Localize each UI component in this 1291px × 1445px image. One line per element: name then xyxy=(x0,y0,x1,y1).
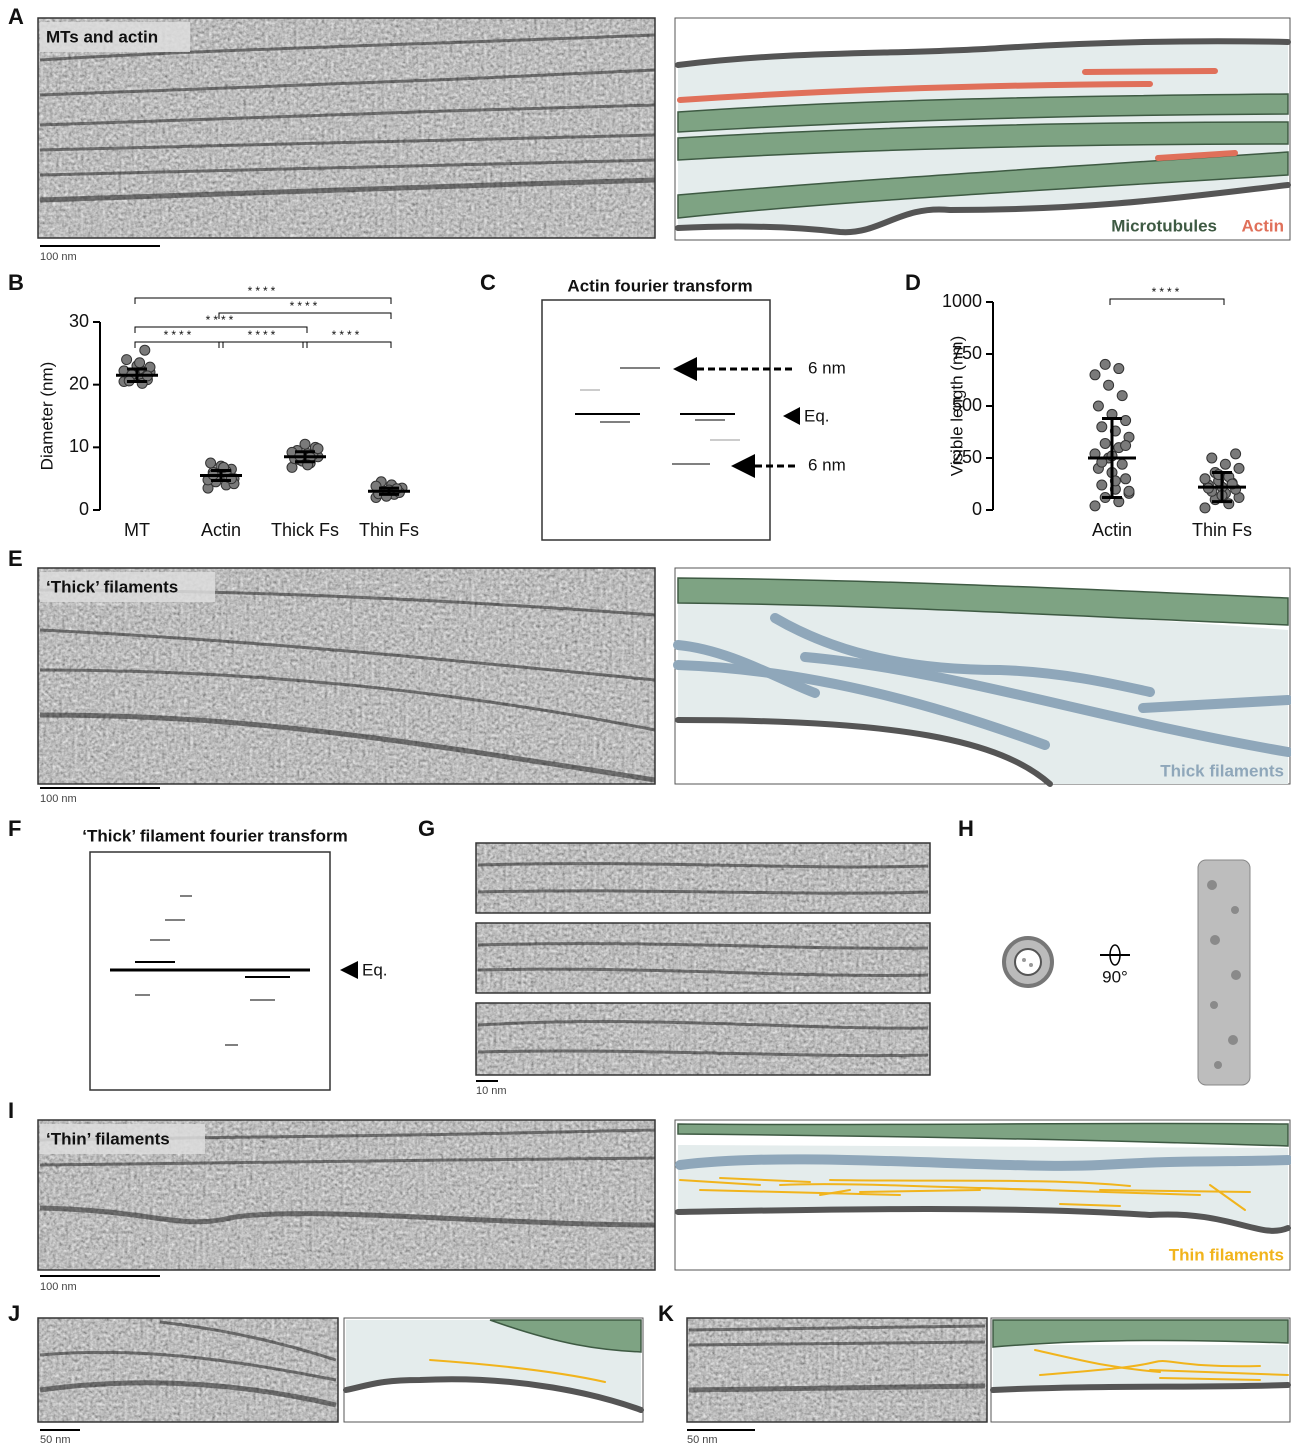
tomogram xyxy=(38,568,655,784)
significance-label: **** xyxy=(332,328,363,342)
scale-label: 50 nm xyxy=(40,1434,71,1445)
x-tick-label: Actin xyxy=(1092,520,1132,540)
scale-label: 10 nm xyxy=(476,1085,507,1097)
data-point xyxy=(1090,501,1100,511)
data-point xyxy=(140,345,150,355)
reflection-label: 6 nm xyxy=(808,358,846,377)
panel-letter: A xyxy=(8,4,24,29)
legend-label: Thin filaments xyxy=(1169,1245,1284,1264)
legend-label: Actin xyxy=(1242,216,1285,235)
significance-bracket xyxy=(135,298,391,304)
data-point xyxy=(1117,391,1127,401)
fourier-transform xyxy=(90,852,358,1090)
panel-title: Actin fourier transform xyxy=(567,276,752,295)
panel-letter: G xyxy=(418,816,435,841)
schematic xyxy=(675,18,1290,240)
y-tick-label: 0 xyxy=(972,499,982,519)
panel-letter: C xyxy=(480,270,496,295)
x-tick-label: Thick Fs xyxy=(271,520,339,540)
image-label: ‘Thin’ filaments xyxy=(46,1129,170,1148)
data-point xyxy=(206,458,216,468)
data-point xyxy=(1117,459,1127,469)
y-axis-label: Visible length (nm) xyxy=(947,336,966,476)
y-tick-label: 10 xyxy=(69,436,89,456)
data-point xyxy=(1100,438,1110,448)
scale-label: 50 nm xyxy=(687,1434,718,1445)
fourier-transform xyxy=(542,300,800,540)
equator-label: Eq. xyxy=(362,960,388,979)
significance-label: **** xyxy=(1152,285,1183,299)
data-point xyxy=(135,358,145,368)
data-point xyxy=(1121,416,1131,426)
schematic xyxy=(991,1318,1290,1422)
schematic xyxy=(675,568,1290,784)
image-label: ‘Thick’ filaments xyxy=(46,577,178,596)
reflection-label: 6 nm xyxy=(808,455,846,474)
data-point xyxy=(1207,453,1217,463)
panel-letter: B xyxy=(8,270,24,295)
significance-bracket xyxy=(219,313,391,319)
data-point xyxy=(1097,480,1107,490)
equator-label: Eq. xyxy=(804,406,830,425)
schematic xyxy=(344,1318,643,1422)
significance-label: **** xyxy=(290,299,321,313)
rotation-label: 90° xyxy=(1102,967,1128,986)
figure: A MTs and actin 100 nm Microtubules Acti… xyxy=(0,0,1291,1445)
panel-letter: K xyxy=(658,1301,674,1326)
data-point xyxy=(300,439,310,449)
data-point xyxy=(1200,474,1210,484)
data-point xyxy=(1200,503,1210,513)
tomogram xyxy=(38,1318,338,1422)
scale-label: 100 nm xyxy=(40,251,77,263)
significance-label: **** xyxy=(164,328,195,342)
legend-label: Microtubules xyxy=(1111,216,1217,235)
scale-label: 100 nm xyxy=(40,793,77,805)
x-tick-label: Actin xyxy=(201,520,241,540)
significance-bracket xyxy=(219,342,307,348)
image-label: MTs and actin xyxy=(46,27,158,46)
significance-bracket xyxy=(135,327,307,333)
significance-bracket xyxy=(1110,299,1224,305)
data-point xyxy=(1234,463,1244,473)
y-tick-label: 1000 xyxy=(942,291,982,311)
tomogram xyxy=(38,18,655,238)
data-point xyxy=(1231,449,1241,459)
panel-title: ‘Thick’ filament fourier transform xyxy=(82,826,347,845)
data-point xyxy=(1121,474,1131,484)
data-point xyxy=(1104,380,1114,390)
data-point xyxy=(1114,364,1124,374)
significance-label: **** xyxy=(248,328,279,342)
data-point xyxy=(371,481,381,491)
y-tick-label: 20 xyxy=(69,373,89,393)
tomogram xyxy=(476,843,930,1075)
y-tick-label: 0 xyxy=(79,499,89,519)
scale-label: 100 nm xyxy=(40,1281,77,1293)
y-axis-label: Diameter (nm) xyxy=(37,362,56,471)
data-point xyxy=(1121,441,1131,451)
data-point xyxy=(1100,359,1110,369)
data-point xyxy=(122,355,132,365)
x-tick-label: Thin Fs xyxy=(1192,520,1252,540)
panel-letter: D xyxy=(905,270,921,295)
significance-label: **** xyxy=(206,313,237,327)
significance-bracket xyxy=(303,342,391,348)
significance-label: **** xyxy=(248,284,279,298)
data-point xyxy=(1124,486,1134,496)
panel-letter: H xyxy=(958,816,974,841)
x-tick-label: Thin Fs xyxy=(359,520,419,540)
data-point xyxy=(1093,401,1103,411)
legend-label: Thick filaments xyxy=(1160,761,1284,780)
panel-letter: I xyxy=(8,1098,14,1123)
data-point xyxy=(1090,370,1100,380)
panel-letter: E xyxy=(8,546,23,571)
data-point xyxy=(1220,459,1230,469)
data-point xyxy=(1097,422,1107,432)
y-tick-label: 30 xyxy=(69,311,89,331)
panel-letter: J xyxy=(8,1301,20,1326)
panel-letter: F xyxy=(8,816,21,841)
tomogram xyxy=(687,1318,987,1422)
x-tick-label: MT xyxy=(124,520,150,540)
